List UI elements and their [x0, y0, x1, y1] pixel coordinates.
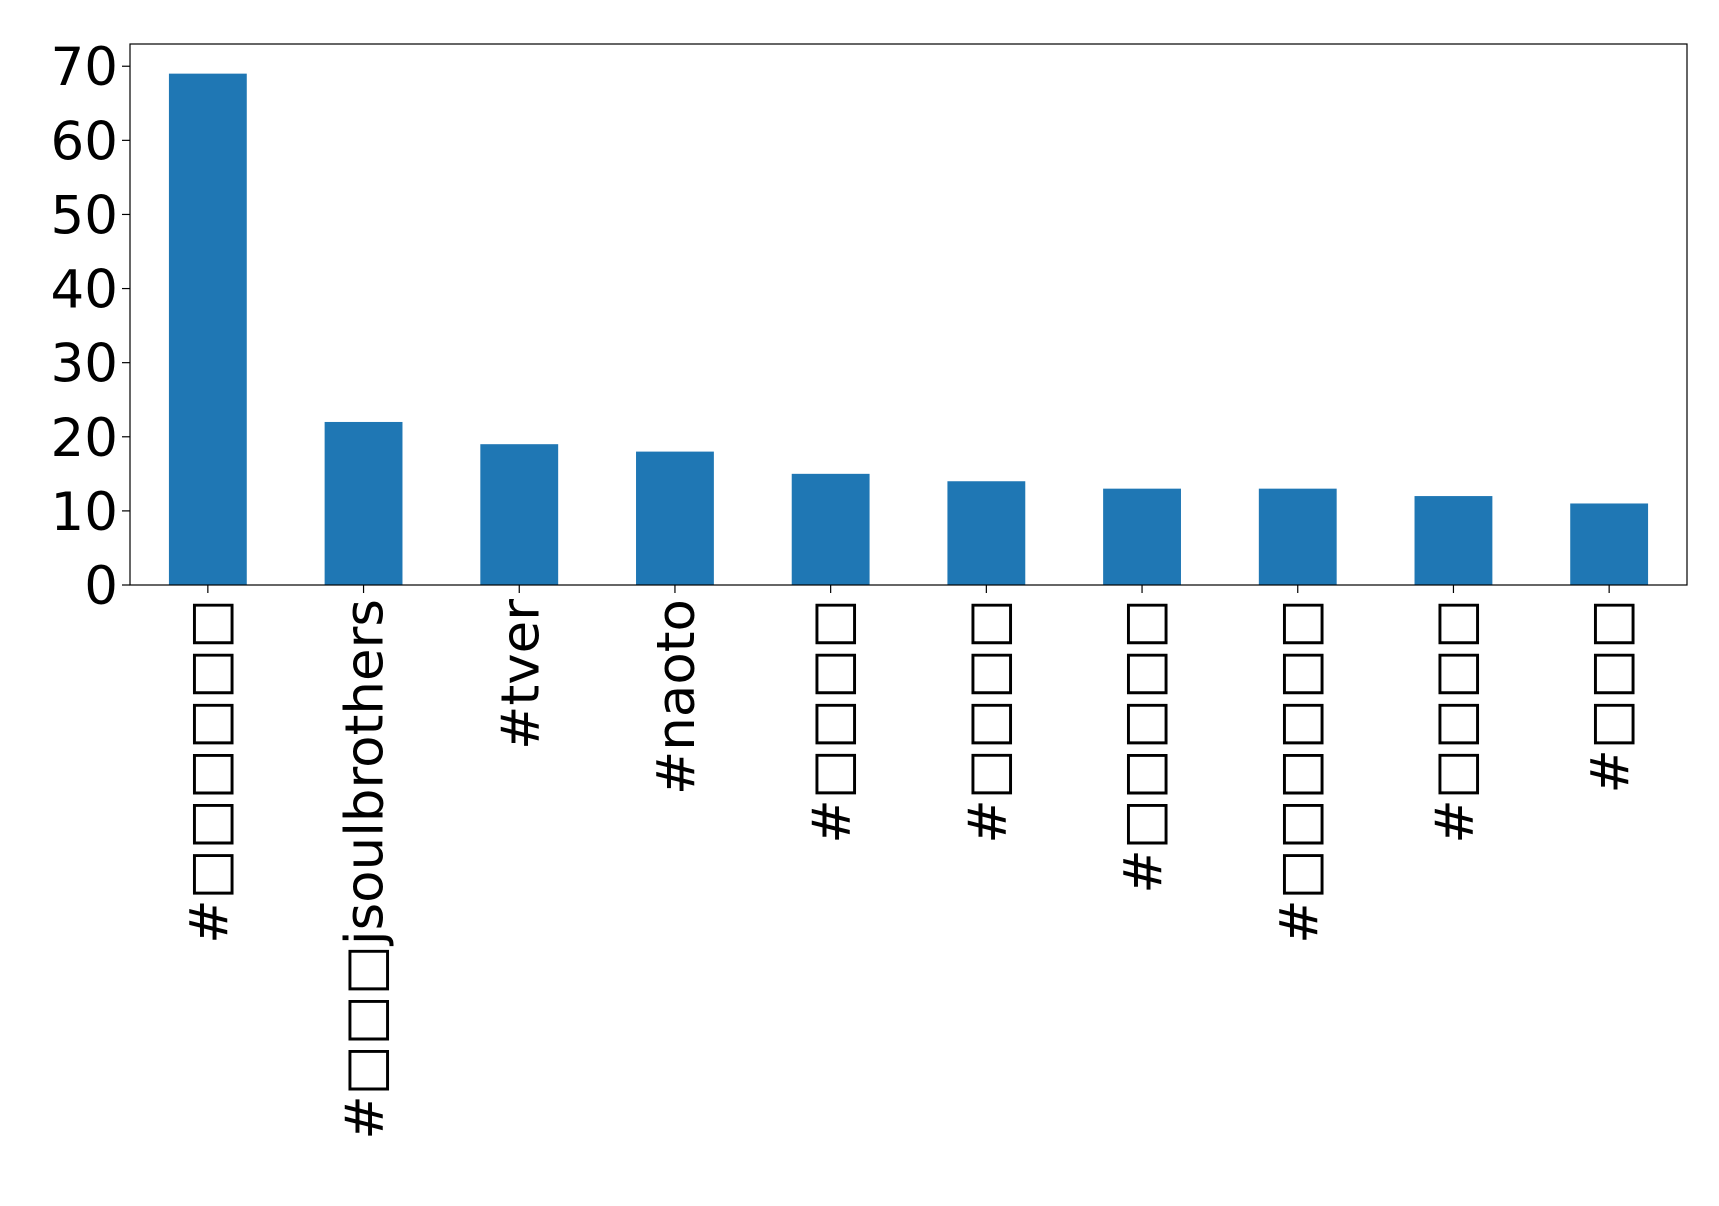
plot-frame [129, 43, 1688, 586]
bar [791, 473, 870, 585]
x-tick-label: #□□□□ [957, 599, 1018, 844]
x-tick-label: #tver [490, 599, 551, 750]
x-tick-label: #□□□ [1580, 599, 1641, 794]
bar [480, 444, 559, 585]
y-tick-label: 60 [51, 111, 118, 172]
bar [1570, 503, 1649, 585]
y-tick-label: 10 [51, 482, 118, 543]
x-tick-label: #□□□jsoulbrothers [335, 599, 396, 1140]
x-tick-label: #naoto [646, 599, 707, 795]
y-tick-label: 70 [51, 37, 118, 98]
bar [324, 421, 403, 585]
bar [636, 451, 714, 585]
bar [1414, 496, 1493, 585]
y-tick-label: 20 [51, 408, 118, 469]
y-tick-label: 50 [51, 185, 118, 246]
x-tick-label: #□□□□ [802, 599, 863, 844]
x-tick-label: #□□□□□□ [1269, 599, 1330, 944]
bar [1258, 488, 1337, 585]
y-tick-label: 0 [84, 556, 118, 617]
x-tick-label: #□□□□□□ [179, 599, 240, 944]
x-tick-label: #□□□□ [1424, 599, 1485, 844]
bar [947, 481, 1026, 585]
bar [1103, 488, 1181, 585]
bar [168, 73, 247, 586]
y-tick-label: 40 [51, 260, 118, 321]
y-tick-label: 30 [51, 334, 118, 395]
x-tick-label: #□□□□□ [1113, 599, 1174, 894]
